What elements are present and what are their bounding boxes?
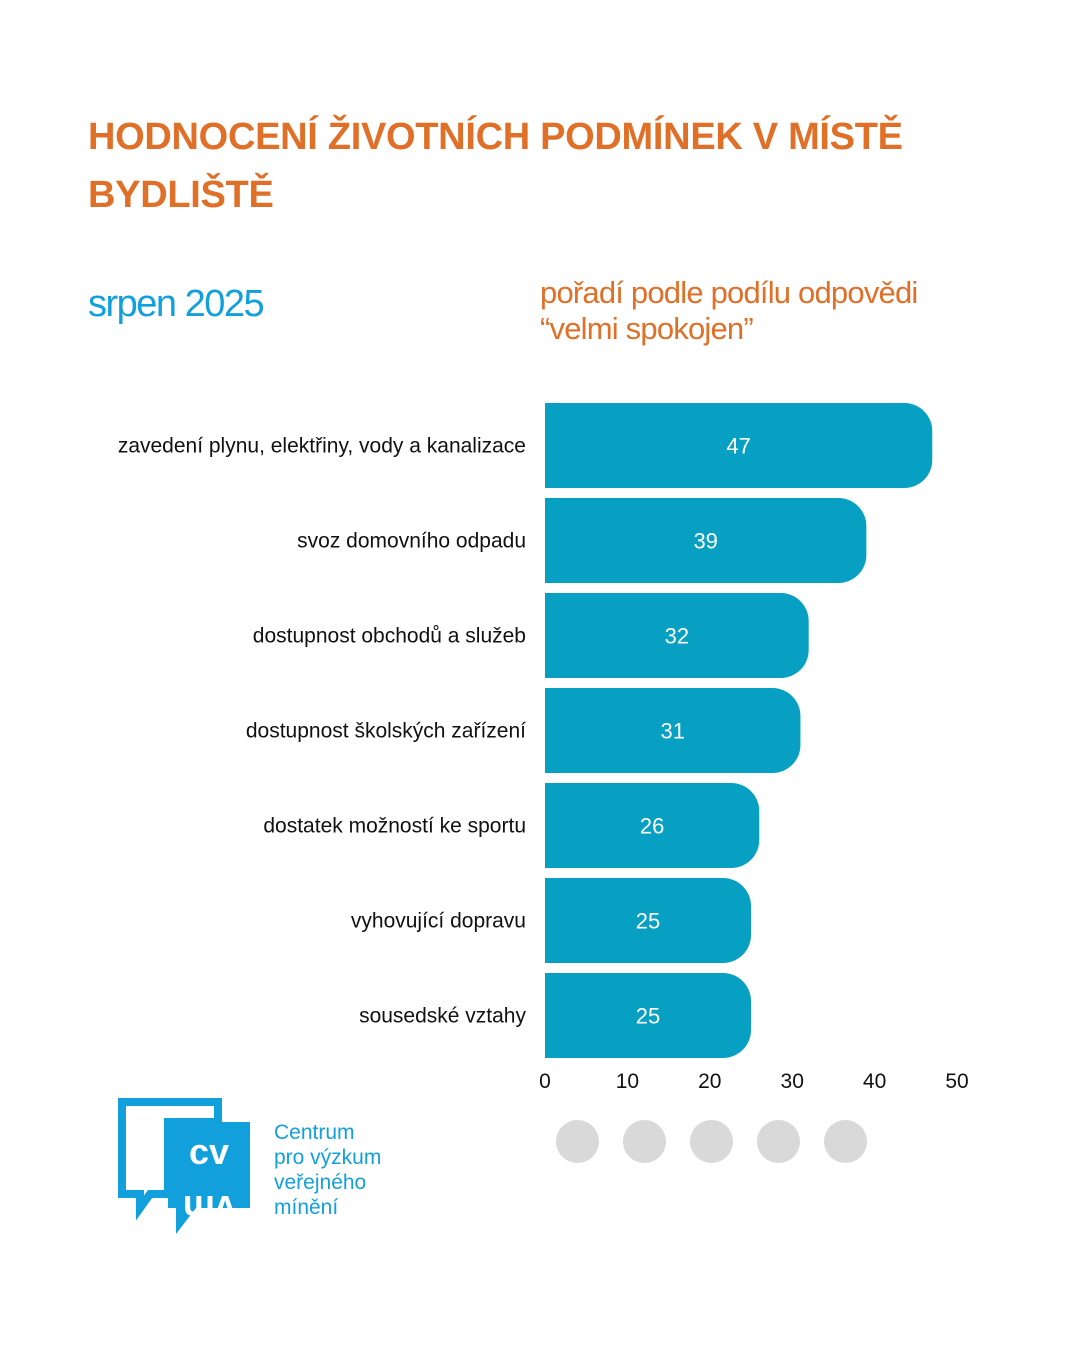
logo-line-4: mínění xyxy=(274,1196,339,1219)
category-label: dostupnost obchodů a služeb xyxy=(253,625,526,648)
x-tick-label: 30 xyxy=(781,1070,804,1093)
subtitle-line-1: pořadí podle podílu odpovědi xyxy=(540,275,918,310)
x-axis-ticks: 0 10 20 30 40 50 xyxy=(539,1070,969,1093)
decorative-dot xyxy=(824,1120,867,1163)
category-label: zavedení plynu, elektřiny, vody a kanali… xyxy=(118,435,526,458)
bar-value-label: 39 xyxy=(693,529,717,554)
bar xyxy=(545,403,933,488)
x-tick-label: 10 xyxy=(616,1070,639,1093)
survey-date: srpen 2025 xyxy=(88,283,265,325)
cvvm-logo-icon: cv vm xyxy=(118,1098,250,1234)
bar xyxy=(545,878,751,963)
svg-text:vm: vm xyxy=(183,1188,235,1229)
bar-value-label: 31 xyxy=(660,719,684,744)
bar-value-label: 25 xyxy=(636,1004,660,1029)
x-tick-label: 20 xyxy=(698,1070,721,1093)
page-title: HODNOCENÍ ŽIVOTNÍCH PODMÍNEK V MÍSTĚ BYD… xyxy=(88,116,903,216)
decorative-dot xyxy=(623,1120,666,1163)
decorative-dots xyxy=(556,1120,867,1163)
decorative-dot xyxy=(690,1120,733,1163)
category-label: vyhovující dopravu xyxy=(351,910,526,933)
x-tick-label: 50 xyxy=(945,1070,968,1093)
bar-value-label: 32 xyxy=(665,624,689,649)
bar-value-label: 47 xyxy=(726,434,750,459)
category-labels: zavedení plynu, elektřiny, vody a kanali… xyxy=(118,435,527,1028)
category-label: svoz domovního odpadu xyxy=(297,530,526,553)
bars-group: 47 39 32 31 26 25 25 xyxy=(545,403,933,1058)
logo-text: Centrum pro výzkum veřejného mínění xyxy=(274,1120,381,1220)
bar xyxy=(545,593,809,678)
bar-chart: 47 39 32 31 26 25 25 zavedení plynu, elektřiny… xyxy=(118,403,969,1093)
category-label: dostupnost školských zařízení xyxy=(246,720,526,743)
bar xyxy=(545,783,760,868)
chart-subtitle: pořadí podle podílu odpovědi “velmi spok… xyxy=(540,275,1020,347)
decorative-dot xyxy=(556,1120,599,1163)
x-tick-label: 0 xyxy=(539,1070,551,1093)
svg-text:cv: cv xyxy=(189,1131,229,1172)
bar-value-label: 26 xyxy=(640,814,664,839)
bar xyxy=(545,498,867,583)
bar xyxy=(545,688,801,773)
category-label: dostatek možností ke sportu xyxy=(263,815,526,838)
category-label: sousedské vztahy xyxy=(359,1005,526,1028)
logo-line-2: pro výzkum xyxy=(274,1146,382,1169)
decorative-dot xyxy=(757,1120,800,1163)
logo-line-1: Centrum xyxy=(274,1121,355,1144)
bar xyxy=(545,973,751,1058)
x-tick-label: 40 xyxy=(863,1070,886,1093)
logo-line-3: veřejného xyxy=(274,1171,367,1194)
subtitle-line-2: “velmi spokojen” xyxy=(540,311,754,346)
bar-value-label: 25 xyxy=(636,909,660,934)
